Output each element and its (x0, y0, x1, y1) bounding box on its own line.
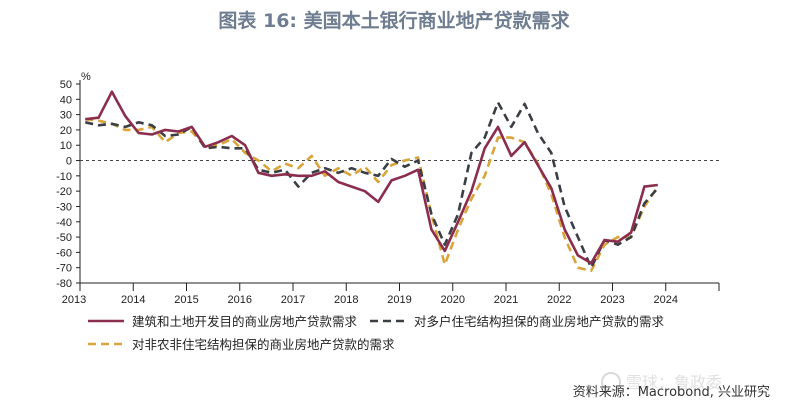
y-tick-label: -80 (56, 278, 72, 290)
series-line-2 (85, 117, 659, 273)
y-tick-label: 30 (60, 110, 72, 122)
chart-title: 图表 16: 美国本土银行商业地产贷款需求 (218, 10, 570, 32)
y-tick-label: -10 (56, 171, 72, 183)
x-tick-label: 2024 (654, 294, 678, 306)
legend-label-1: 对多户住宅结构担保的商业房地产贷款的需求 (414, 314, 665, 329)
y-tick-label: 20 (60, 125, 72, 137)
watermark-icon (601, 372, 621, 392)
chart-series-layer (85, 90, 659, 273)
x-tick-label: 2015 (174, 294, 198, 306)
x-tick-label: 2020 (441, 294, 465, 306)
y-tick-label: -50 (56, 232, 72, 244)
y-unit-label: % (81, 71, 91, 83)
watermark-text: 雪球：鲁政委 (626, 373, 722, 392)
y-tick-label: -60 (56, 247, 72, 259)
x-tick-label: 2023 (600, 294, 624, 306)
legend-label-0: 建筑和土地开发目的商业房地产贷款需求 (132, 314, 358, 329)
chart-legend: 建筑和土地开发目的商业房地产贷款需求 对多户住宅结构担保的商业房地产贷款的需求 … (88, 314, 665, 352)
x-tick-label: 2017 (281, 294, 305, 306)
y-tick-label: -30 (56, 201, 72, 213)
y-tick-label: 0 (66, 156, 72, 168)
legend-label-2: 对非农非住宅结构担保的商业房地产贷款的需求 (132, 337, 395, 352)
y-tick-label: -70 (56, 263, 72, 275)
chart-axes: 50 40 30 20 10 0 -10 -20 -30 -40 -50 -60 -70 -80% 2013… (56, 71, 720, 306)
x-tick-label: 2019 (387, 294, 411, 306)
x-tick-label: 2013 (62, 294, 86, 306)
series-line-1 (85, 101, 659, 269)
x-tick-label: 2018 (334, 294, 358, 306)
x-tick-label: 2016 (228, 294, 252, 306)
x-tick-label: 2022 (547, 294, 571, 306)
series-line-0 (85, 90, 658, 265)
x-tick-label: 2014 (121, 294, 145, 306)
y-tick-label: 50 (60, 79, 72, 91)
x-tick-label: 2021 (494, 294, 518, 306)
source-note: 资料来源：Macrobond, 兴业研究 (572, 385, 770, 400)
y-tick-label: -40 (56, 217, 72, 229)
y-tick-label: 10 (60, 140, 72, 152)
y-tick-label: -20 (56, 186, 72, 198)
y-tick-label: 40 (60, 94, 72, 106)
watermark-logo: 雪球：鲁政委 (601, 372, 722, 392)
